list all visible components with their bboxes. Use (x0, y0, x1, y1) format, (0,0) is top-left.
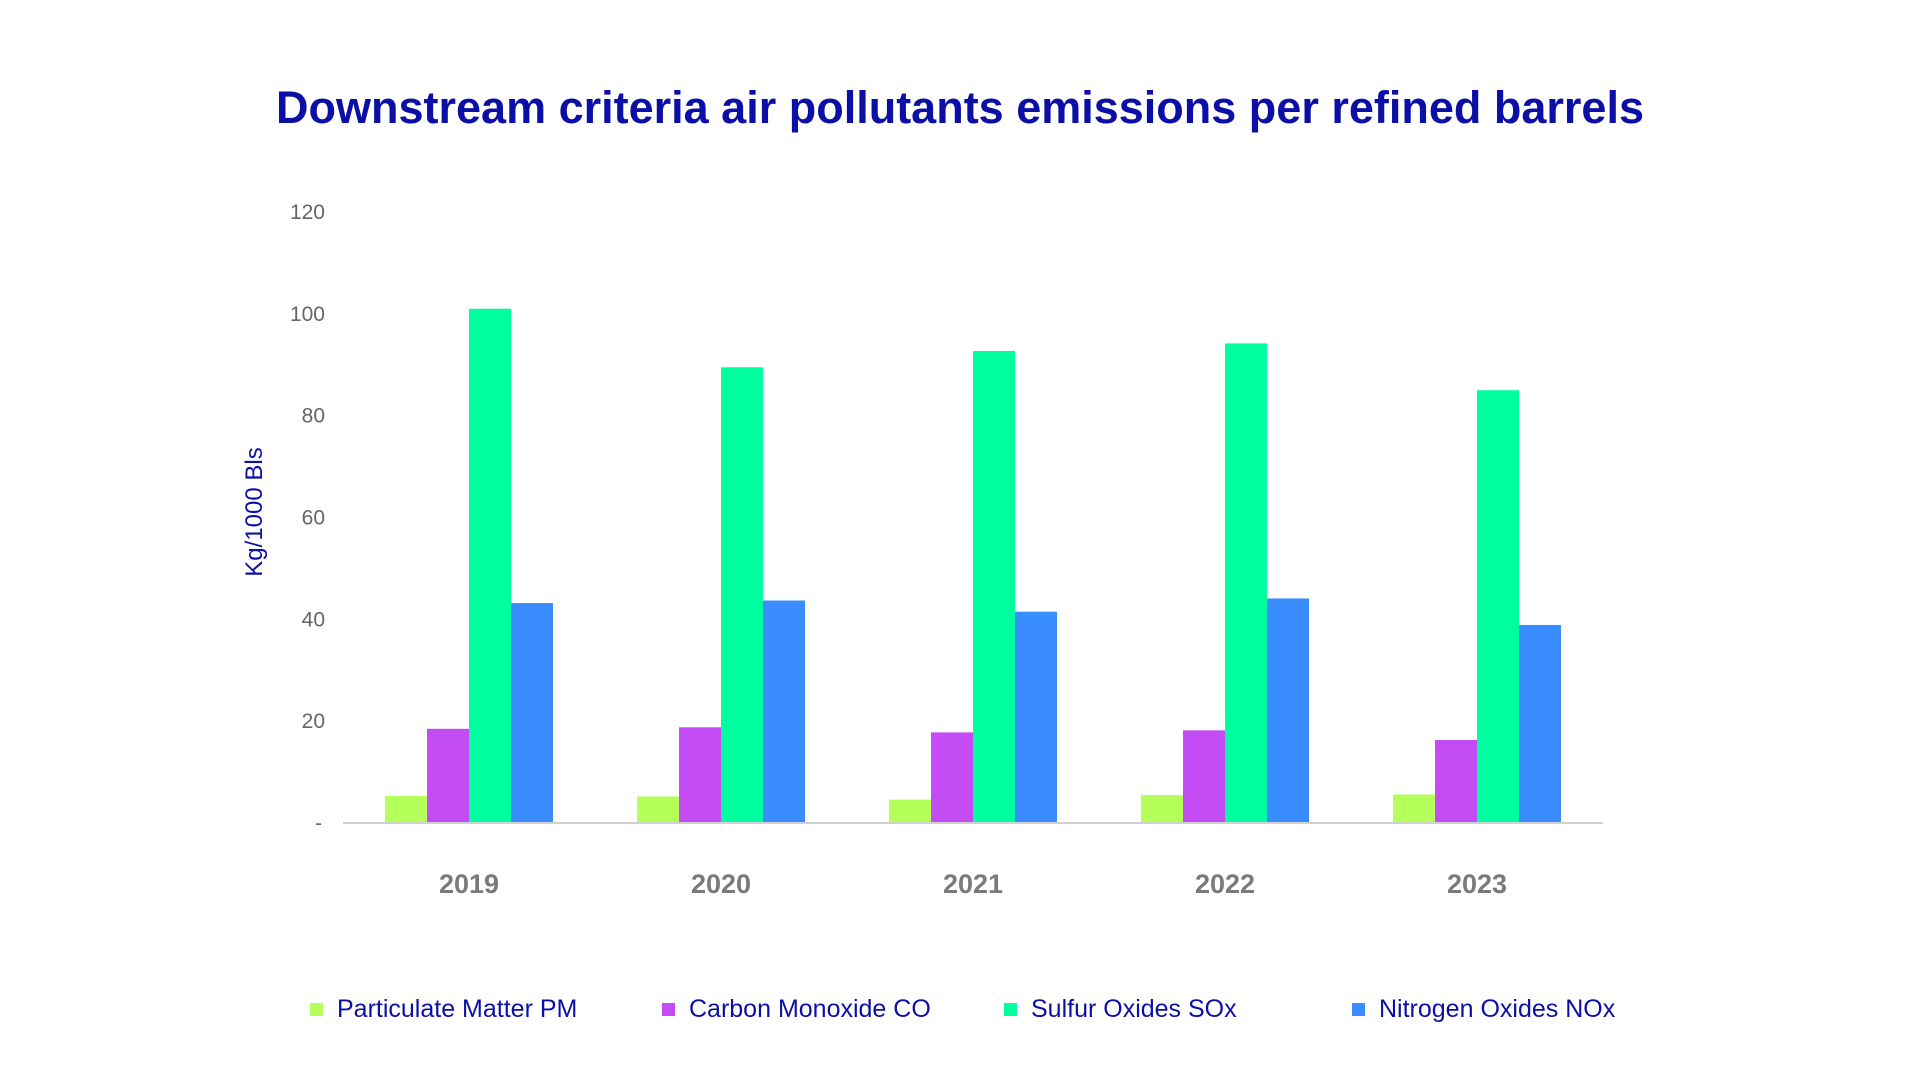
y-tick-label: 80 (302, 405, 325, 428)
bar-nox-2021 (1015, 611, 1057, 823)
bar-sox-2020 (721, 367, 763, 823)
bar-nox-2020 (763, 600, 805, 823)
legend-swatch (310, 1003, 323, 1016)
y-tick-label: 40 (302, 608, 325, 631)
legend-item: Particulate Matter PM (310, 995, 577, 1024)
legend-label: Sulfur Oxides SOx (1031, 995, 1237, 1023)
legend: Particulate Matter PM Carbon Monoxide CO S… (310, 995, 1660, 1035)
bar-sox-2021 (973, 351, 1015, 823)
y-tick-label: 20 (302, 710, 325, 733)
legend-item: Sulfur Oxides SOx (1004, 995, 1237, 1024)
bar-sox-2023 (1477, 390, 1519, 823)
bar-sox-2019 (469, 308, 511, 823)
x-tick-label: 2019 (439, 869, 499, 899)
y-tick-label: 120 (290, 201, 325, 224)
legend-label: Particulate Matter PM (337, 995, 578, 1023)
legend-swatch (1352, 1003, 1365, 1016)
bar-nox-2022 (1267, 598, 1309, 823)
x-tick-label: 2022 (1195, 869, 1255, 899)
bar-co-2020 (679, 727, 721, 823)
y-tick-label: 100 (290, 303, 325, 326)
y-tick-label: - (315, 812, 322, 835)
x-tick-label: 2020 (691, 869, 751, 899)
legend-swatch (1004, 1003, 1017, 1016)
y-axis-label: Kg/1000 Bls (241, 447, 268, 576)
x-tick-label: 2023 (1447, 869, 1507, 899)
bar-sox-2022 (1225, 343, 1267, 823)
legend-item: Carbon Monoxide CO (662, 995, 931, 1024)
bar-co-2021 (931, 732, 973, 823)
legend-label: Nitrogen Oxides NOx (1379, 995, 1616, 1023)
chart-title: Downstream criteria air pollutants emiss… (276, 82, 1644, 133)
bar-pm-2022 (1141, 794, 1183, 823)
bar-pm-2020 (637, 796, 679, 823)
x-tick-label: 2021 (943, 869, 1003, 899)
bar-nox-2023 (1519, 624, 1561, 823)
bar-co-2023 (1435, 740, 1477, 823)
bar-co-2019 (427, 728, 469, 823)
bar-pm-2023 (1393, 794, 1435, 823)
legend-item: Nitrogen Oxides NOx (1352, 995, 1615, 1024)
x-axis-labels: 2019 2020 2021 2022 2023 (439, 869, 1507, 899)
bar-pm-2019 (385, 796, 427, 823)
bar-pm-2021 (889, 799, 931, 823)
legend-swatch (662, 1003, 675, 1016)
y-axis-ticks: - 20 40 60 80 100 120 (290, 201, 325, 835)
y-tick-label: 60 (302, 507, 325, 530)
bars (385, 308, 1561, 823)
bar-co-2022 (1183, 730, 1225, 823)
legend-label: Carbon Monoxide CO (689, 995, 931, 1023)
bar-nox-2019 (511, 603, 553, 823)
